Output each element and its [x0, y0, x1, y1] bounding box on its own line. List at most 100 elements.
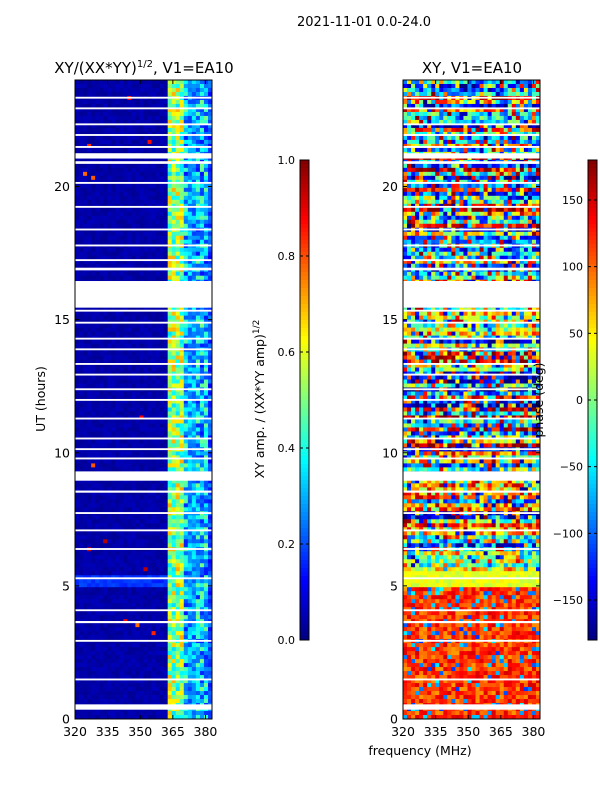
heatmap-cell — [95, 115, 100, 121]
heatmap-cell — [147, 375, 152, 380]
heatmap-cell — [135, 591, 140, 596]
heatmap-cell — [87, 635, 92, 640]
heatmap-cell — [103, 167, 108, 173]
heatmap-cell — [139, 463, 144, 468]
heatmap-cell — [155, 463, 161, 468]
heatmap-cell — [159, 591, 165, 596]
heatmap-cell — [187, 543, 193, 548]
heatmap-cell — [123, 247, 128, 253]
heatmap-cell — [147, 411, 152, 416]
heatmap-cell — [151, 515, 156, 520]
heatmap-cell — [123, 439, 128, 444]
heatmap-cell — [139, 427, 144, 432]
heatmap-cell — [179, 119, 185, 125]
heatmap-cell — [151, 195, 156, 201]
heatmap-cell — [203, 631, 209, 636]
heatmap-cell — [115, 567, 120, 572]
heatmap-cell — [167, 323, 173, 329]
heatmap-cell — [99, 451, 104, 456]
heatmap-cell — [107, 239, 112, 245]
heatmap-cell — [171, 651, 177, 656]
heatmap-cell — [199, 83, 205, 89]
heatmap-cell — [91, 483, 96, 488]
heatmap-cell — [79, 655, 84, 660]
heatmap-cell — [167, 503, 173, 508]
heatmap-cell — [163, 259, 169, 265]
heatmap-cell — [103, 487, 108, 492]
heatmap-cell — [119, 103, 124, 109]
heatmap-cell — [147, 80, 152, 85]
heatmap-cell — [195, 123, 201, 129]
heatmap-cell — [155, 171, 161, 177]
heatmap-cell — [111, 195, 116, 201]
heatmap-cell — [175, 339, 181, 344]
heatmap-cell — [155, 623, 161, 628]
heatmap-cell — [191, 363, 197, 368]
heatmap-cell — [167, 459, 173, 464]
heatmap-cell — [79, 163, 84, 169]
heatmap-cell — [131, 135, 136, 141]
heatmap-cell — [135, 211, 140, 217]
heatmap-cell — [179, 379, 185, 384]
heatmap-cell — [111, 187, 116, 193]
heatmap-cell — [123, 655, 128, 660]
heatmap-cell — [123, 411, 128, 416]
heatmap-cell — [191, 427, 197, 432]
heatmap-cell — [83, 127, 88, 133]
heatmap-cell — [171, 395, 177, 400]
heatmap-cell — [103, 339, 108, 344]
heatmap-cell — [167, 367, 173, 372]
heatmap-cell — [123, 603, 128, 608]
heatmap-cell — [195, 355, 201, 360]
heatmap-cell — [87, 391, 92, 396]
heatmap-cell — [127, 595, 132, 600]
heatmap-cell — [171, 399, 177, 404]
heatmap-cell — [95, 543, 100, 548]
heatmap-cell — [139, 183, 144, 189]
heatmap-cell — [155, 467, 161, 472]
heatmap-cell — [103, 80, 108, 85]
heatmap-cell — [163, 503, 169, 508]
heatmap-cell — [175, 315, 181, 321]
heatmap-cell — [175, 419, 181, 424]
heatmap-cell — [163, 199, 169, 205]
heatmap-cell — [135, 195, 140, 201]
heatmap-cell — [179, 99, 185, 105]
heatmap-cell — [95, 343, 100, 348]
heatmap-cell — [83, 599, 88, 604]
heatmap-cell — [131, 627, 136, 632]
heatmap-cell — [115, 651, 120, 656]
heatmap-cell — [207, 563, 213, 568]
heatmap-cell — [147, 559, 152, 564]
heatmap-cell — [91, 651, 96, 656]
heatmap-cell — [119, 215, 124, 221]
heatmap-cell — [163, 315, 169, 321]
heatmap-cell — [95, 519, 100, 524]
heatmap-cell — [167, 535, 173, 540]
heatmap-cell — [195, 163, 201, 169]
heatmap-cell — [91, 427, 96, 432]
heatmap-cell — [159, 539, 165, 544]
heatmap-cell — [143, 591, 148, 596]
heatmap-cell — [183, 119, 189, 125]
heatmap-cell — [151, 119, 156, 125]
heatmap-cell — [139, 259, 144, 265]
heatmap-cell — [179, 603, 185, 608]
heatmap-cell — [79, 215, 84, 221]
heatmap-cell — [159, 147, 165, 153]
heatmap-cell — [107, 595, 112, 600]
heatmap-cell — [99, 171, 104, 177]
heatmap-cell — [195, 567, 201, 572]
heatmap-cell — [107, 411, 112, 416]
heatmap-cell — [187, 407, 193, 412]
heatmap-cell — [159, 311, 165, 317]
heatmap-cell — [131, 355, 136, 360]
heatmap-cell — [171, 431, 177, 436]
heatmap-cell — [119, 615, 124, 620]
heatmap-cell — [139, 91, 144, 97]
heatmap-cell — [95, 523, 100, 528]
heatmap-cell — [127, 515, 132, 520]
heatmap-cell — [107, 519, 112, 524]
heatmap-cell — [191, 603, 197, 608]
heatmap-cell — [155, 563, 161, 568]
